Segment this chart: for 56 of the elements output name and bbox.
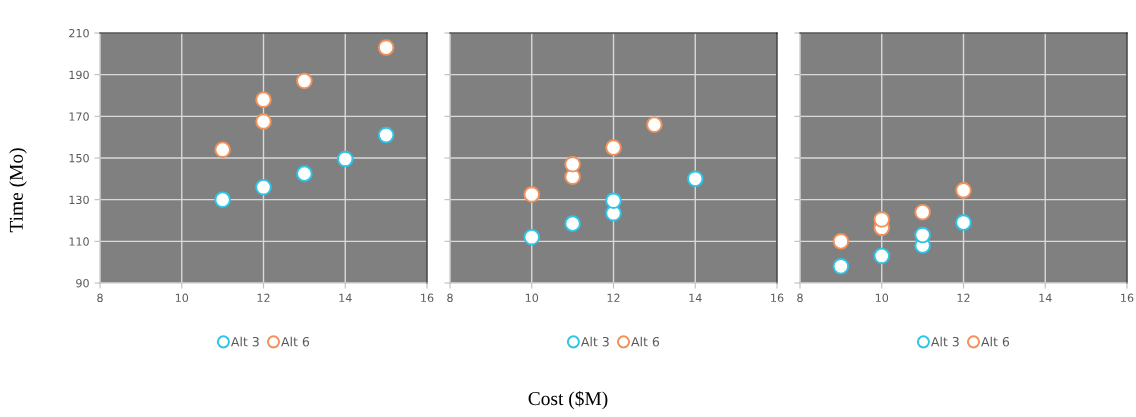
x-tick-label: 10	[175, 293, 189, 303]
point	[914, 226, 931, 244]
y-tick-label: 90	[76, 278, 89, 288]
y-tick-label: 110	[69, 237, 89, 246]
point	[214, 191, 231, 208]
legend-label: Alt 6	[281, 336, 310, 347]
point	[564, 215, 581, 232]
point	[214, 141, 231, 158]
x-tick-label: 10	[525, 293, 539, 303]
x-tick-label: 8	[97, 293, 103, 303]
point	[832, 258, 850, 275]
point	[255, 113, 272, 130]
point	[564, 156, 581, 173]
legend-label: Alt 6	[981, 336, 1010, 347]
y-tick-label: 210	[69, 28, 89, 38]
y-axis-title: Time (Mo)	[9, 148, 27, 233]
point	[296, 165, 313, 182]
point	[296, 72, 313, 90]
point	[523, 186, 540, 203]
point	[873, 247, 890, 265]
point	[605, 192, 622, 209]
x-tick-label: 16	[771, 293, 784, 303]
y-tick-label: 170	[69, 112, 89, 121]
x-tick-label: 14	[689, 293, 702, 302]
x-tick-label: 12	[607, 293, 620, 302]
x-tick-label: 16	[421, 293, 434, 303]
legend-label: Alt 6	[631, 336, 660, 347]
point	[914, 203, 931, 221]
x-tick-label: 8	[447, 293, 453, 303]
point	[377, 39, 395, 56]
point	[523, 228, 540, 246]
x-tick-label: 10	[875, 293, 889, 303]
legend-label: Alt 3	[581, 336, 609, 347]
x-tick-label: 14	[339, 293, 352, 302]
x-tick-label: 8	[797, 293, 803, 303]
y-tick-label: 190	[69, 70, 89, 80]
x-tick-label: 12	[957, 293, 970, 302]
legend-label: Alt 3	[231, 336, 259, 347]
legend-label: Alt 3	[931, 336, 959, 347]
point	[255, 178, 272, 196]
point	[377, 126, 395, 144]
x-tick-label: 12	[257, 293, 270, 302]
point	[337, 150, 354, 168]
x-axis-title: Cost ($M)	[528, 390, 608, 410]
x-tick-label: 16	[1121, 293, 1134, 303]
point	[687, 170, 704, 188]
x-tick-label: 14	[1039, 293, 1052, 302]
point	[605, 139, 622, 156]
point	[832, 233, 850, 250]
point	[873, 211, 890, 228]
point	[955, 214, 972, 231]
y-tick-label: 150	[69, 153, 89, 163]
point	[646, 116, 663, 133]
point	[955, 182, 972, 199]
point	[255, 91, 272, 108]
y-tick-label: 130	[69, 195, 89, 205]
